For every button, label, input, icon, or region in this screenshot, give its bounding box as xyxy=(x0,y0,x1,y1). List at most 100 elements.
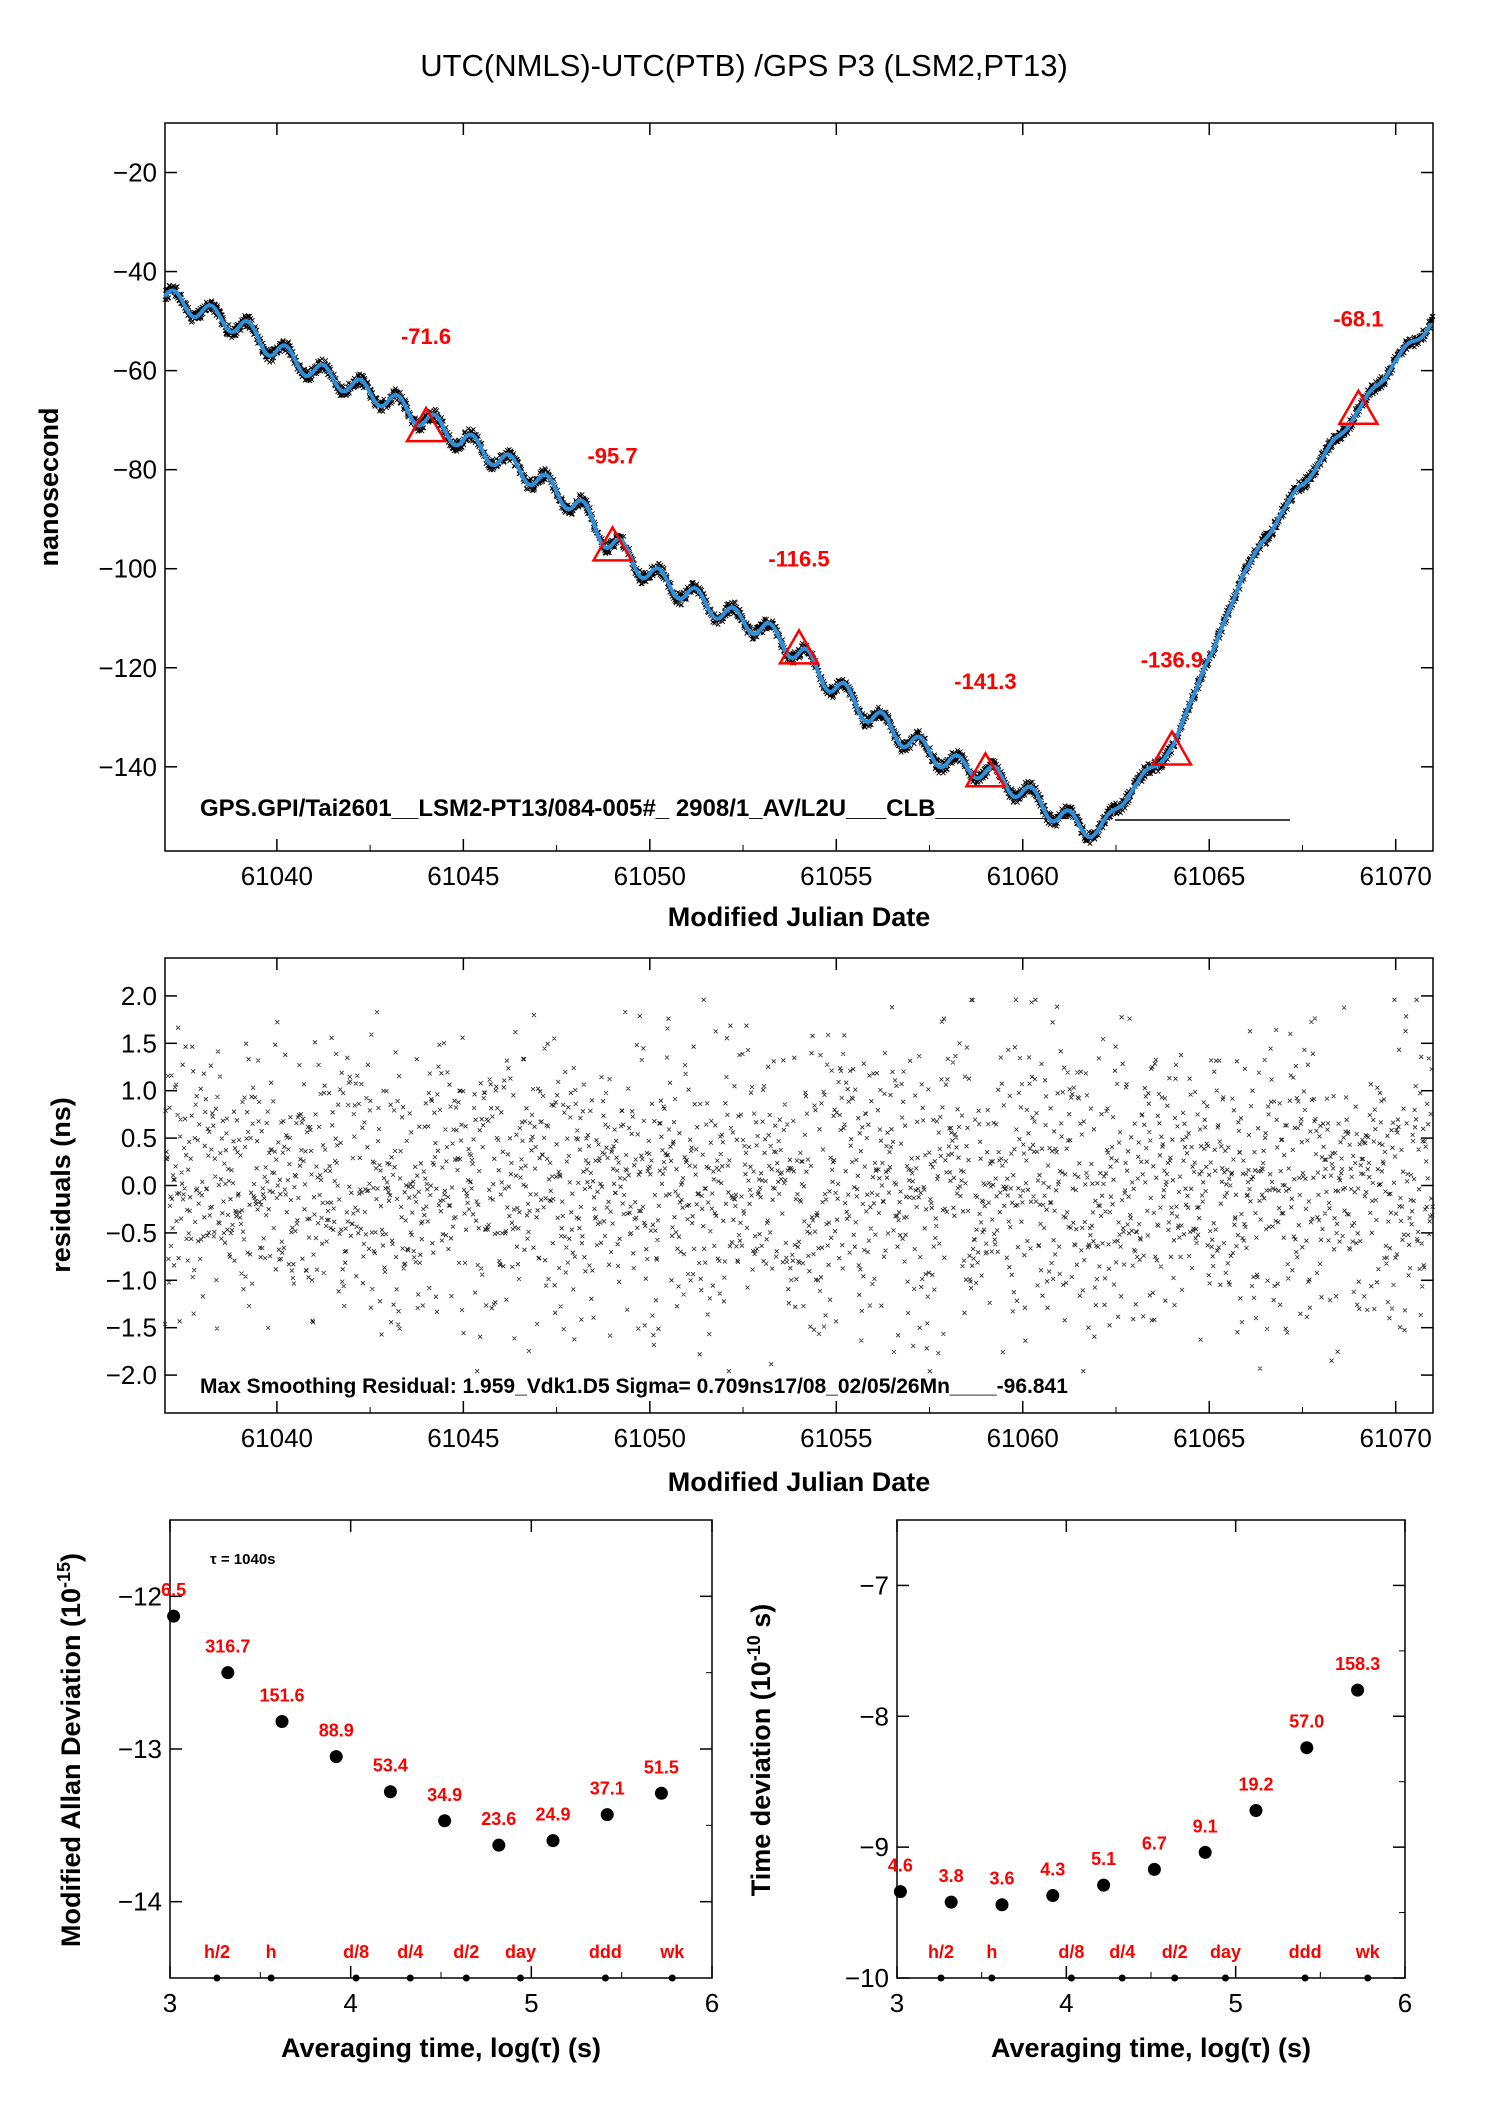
tdev-time-mark xyxy=(988,1974,996,1982)
timeseries-ytick-label: −40 xyxy=(113,257,157,287)
mdev-point-label: 316.7 xyxy=(205,1637,250,1657)
mdev-point-label: 37.1 xyxy=(590,1779,625,1799)
tdev-frame xyxy=(896,1519,1406,1979)
tdev-point xyxy=(1300,1741,1314,1755)
mdev-time-mark-label: h/2 xyxy=(204,1942,230,1962)
residuals-ytick-label: 1.5 xyxy=(121,1028,157,1058)
mdev-point-label: 6.5 xyxy=(161,1580,186,1600)
tdev-panel: Averaging time, log(τ) (s) Time deviatio… xyxy=(744,1519,1412,2063)
tdev-point-label: 6.7 xyxy=(1142,1833,1167,1853)
tdev-xlabel: Averaging time, log(τ) (s) xyxy=(991,2033,1311,2063)
residuals-ylabel: residuals (ns) xyxy=(46,1097,76,1273)
mdev-ytick-label: −14 xyxy=(118,1887,162,1917)
timeseries-marker xyxy=(404,405,448,443)
mdev-point xyxy=(546,1834,560,1848)
mdev-time-mark xyxy=(352,1974,360,1982)
mdev-xtick-label: 3 xyxy=(163,1988,177,2018)
tdev-point xyxy=(1249,1804,1263,1818)
mdev-ylabel: Modified Allan Deviation (10-15) xyxy=(54,1553,86,1947)
residuals-ytick-label: −1.0 xyxy=(106,1265,157,1295)
tdev-ylabel: Time deviation (10-10 s) xyxy=(744,1604,776,1897)
tdev-time-mark xyxy=(1067,1974,1075,1982)
mdev-xlabel: Averaging time, log(τ) (s) xyxy=(281,2033,601,2063)
tdev-point-label: 4.6 xyxy=(888,1856,913,1876)
timeseries-fit-line xyxy=(163,288,1433,840)
mdev-point xyxy=(329,1750,343,1764)
residuals-xtick-label: 61060 xyxy=(987,1423,1059,1453)
timeseries-marker xyxy=(1337,388,1380,425)
mdev-time-mark-label: wk xyxy=(659,1942,685,1962)
mdev-point-label: 53.4 xyxy=(373,1756,408,1776)
tdev-point-label: 3.6 xyxy=(989,1869,1014,1889)
mdev-point xyxy=(438,1814,452,1828)
tdev-point xyxy=(1198,1845,1212,1859)
residuals-ytick-label: −2.0 xyxy=(106,1360,157,1390)
timeseries-marker-label: -95.7 xyxy=(587,443,637,468)
mdev-point xyxy=(167,1609,181,1623)
tdev-time-mark-label: h xyxy=(986,1942,997,1962)
tdev-time-mark-label: d/4 xyxy=(1109,1942,1135,1962)
timeseries-ytick-label: −140 xyxy=(98,752,157,782)
timeseries-marker-label: -141.3 xyxy=(954,669,1016,694)
timeseries-marker-label: -136.9 xyxy=(1141,647,1203,672)
tdev-xtick-label: 6 xyxy=(1398,1988,1412,2018)
tdev-ytick-label: −9 xyxy=(859,1832,889,1862)
tdev-time-mark xyxy=(1364,1974,1372,1982)
mdev-point-label: 51.5 xyxy=(644,1757,679,1777)
timeseries-frame xyxy=(164,122,1434,852)
timeseries-xtick-label: 61070 xyxy=(1360,861,1432,891)
timeseries-xtick-label: 61065 xyxy=(1173,861,1245,891)
timeseries-ytick-label: −20 xyxy=(113,158,157,188)
page-title: UTC(NMLS)-UTC(PTB) /GPS P3 (LSM2,PT13) xyxy=(420,48,1068,83)
mdev-point-label: 24.9 xyxy=(535,1805,570,1825)
mdev-point-label: 151.6 xyxy=(259,1686,304,1706)
mdev-time-mark-label: d/2 xyxy=(453,1942,479,1962)
mdev-time-mark-label: d/4 xyxy=(397,1942,423,1962)
residuals-ytick-label: −1.5 xyxy=(106,1313,157,1343)
tdev-point xyxy=(1097,1878,1111,1892)
timeseries-marker-label: -68.1 xyxy=(1333,307,1383,332)
tdev-time-mark xyxy=(1301,1974,1309,1982)
tdev-point-label: 57.0 xyxy=(1289,1712,1324,1732)
timeseries-xtick-label: 61045 xyxy=(427,861,499,891)
residuals-xtick-label: 61050 xyxy=(614,1423,686,1453)
residuals-points xyxy=(162,997,1435,1374)
mdev-time-mark-label: day xyxy=(505,1942,536,1962)
tdev-time-mark xyxy=(1171,1974,1179,1982)
tdev-point-label: 4.3 xyxy=(1040,1860,1065,1880)
residuals-xtick-label: 61040 xyxy=(241,1423,313,1453)
timeseries-marker xyxy=(591,524,634,562)
mdev-time-mark xyxy=(267,1974,275,1982)
tdev-xtick-label: 3 xyxy=(890,1988,904,2018)
tdev-point-label: 5.1 xyxy=(1091,1849,1116,1869)
tdev-time-mark-label: ddd xyxy=(1289,1942,1322,1962)
tdev-time-mark-label: wk xyxy=(1355,1942,1381,1962)
tdev-xtick-label: 4 xyxy=(1059,1988,1073,2018)
timeseries-xtick-label: 61040 xyxy=(241,861,313,891)
timeseries-marker-label: -116.5 xyxy=(768,546,829,571)
mdev-time-mark xyxy=(406,1974,414,1982)
mdev-time-mark xyxy=(516,1974,524,1982)
tdev-point xyxy=(1147,1862,1161,1876)
tdev-time-mark-label: d/2 xyxy=(1162,1942,1188,1962)
residuals-xtick-label: 61070 xyxy=(1360,1423,1432,1453)
tdev-time-mark xyxy=(1118,1974,1126,1982)
tdev-point xyxy=(893,1885,907,1899)
residuals-ytick-label: 0.0 xyxy=(121,1171,157,1201)
mdev-tau-note: τ = 1040s xyxy=(210,1551,276,1568)
mdev-point-label: 34.9 xyxy=(427,1785,462,1805)
mdev-time-mark-label: d/8 xyxy=(343,1942,369,1962)
mdev-point xyxy=(275,1715,289,1729)
mdev-point-label: 23.6 xyxy=(481,1809,516,1829)
timeseries-xlabel: Modified Julian Date xyxy=(668,902,931,932)
mdev-time-mark-label: h xyxy=(266,1942,277,1962)
residuals-ytick-label: 0.5 xyxy=(121,1123,157,1153)
residuals-annotation: Max Smoothing Residual: 1.959_Vdk1.D5 Si… xyxy=(200,1375,1068,1398)
mdev-point-label: 88.9 xyxy=(319,1721,354,1741)
timeseries-annotation: GPS.GPI/Tai2601__LSM2-PT13/084-005#_ 290… xyxy=(200,795,1070,822)
residuals-xtick-label: 61045 xyxy=(427,1423,499,1453)
mdev-point xyxy=(221,1666,235,1680)
mdev-ytick-label: −13 xyxy=(118,1734,162,1764)
mdev-xtick-label: 4 xyxy=(343,1988,357,2018)
mdev-time-mark xyxy=(601,1974,609,1982)
